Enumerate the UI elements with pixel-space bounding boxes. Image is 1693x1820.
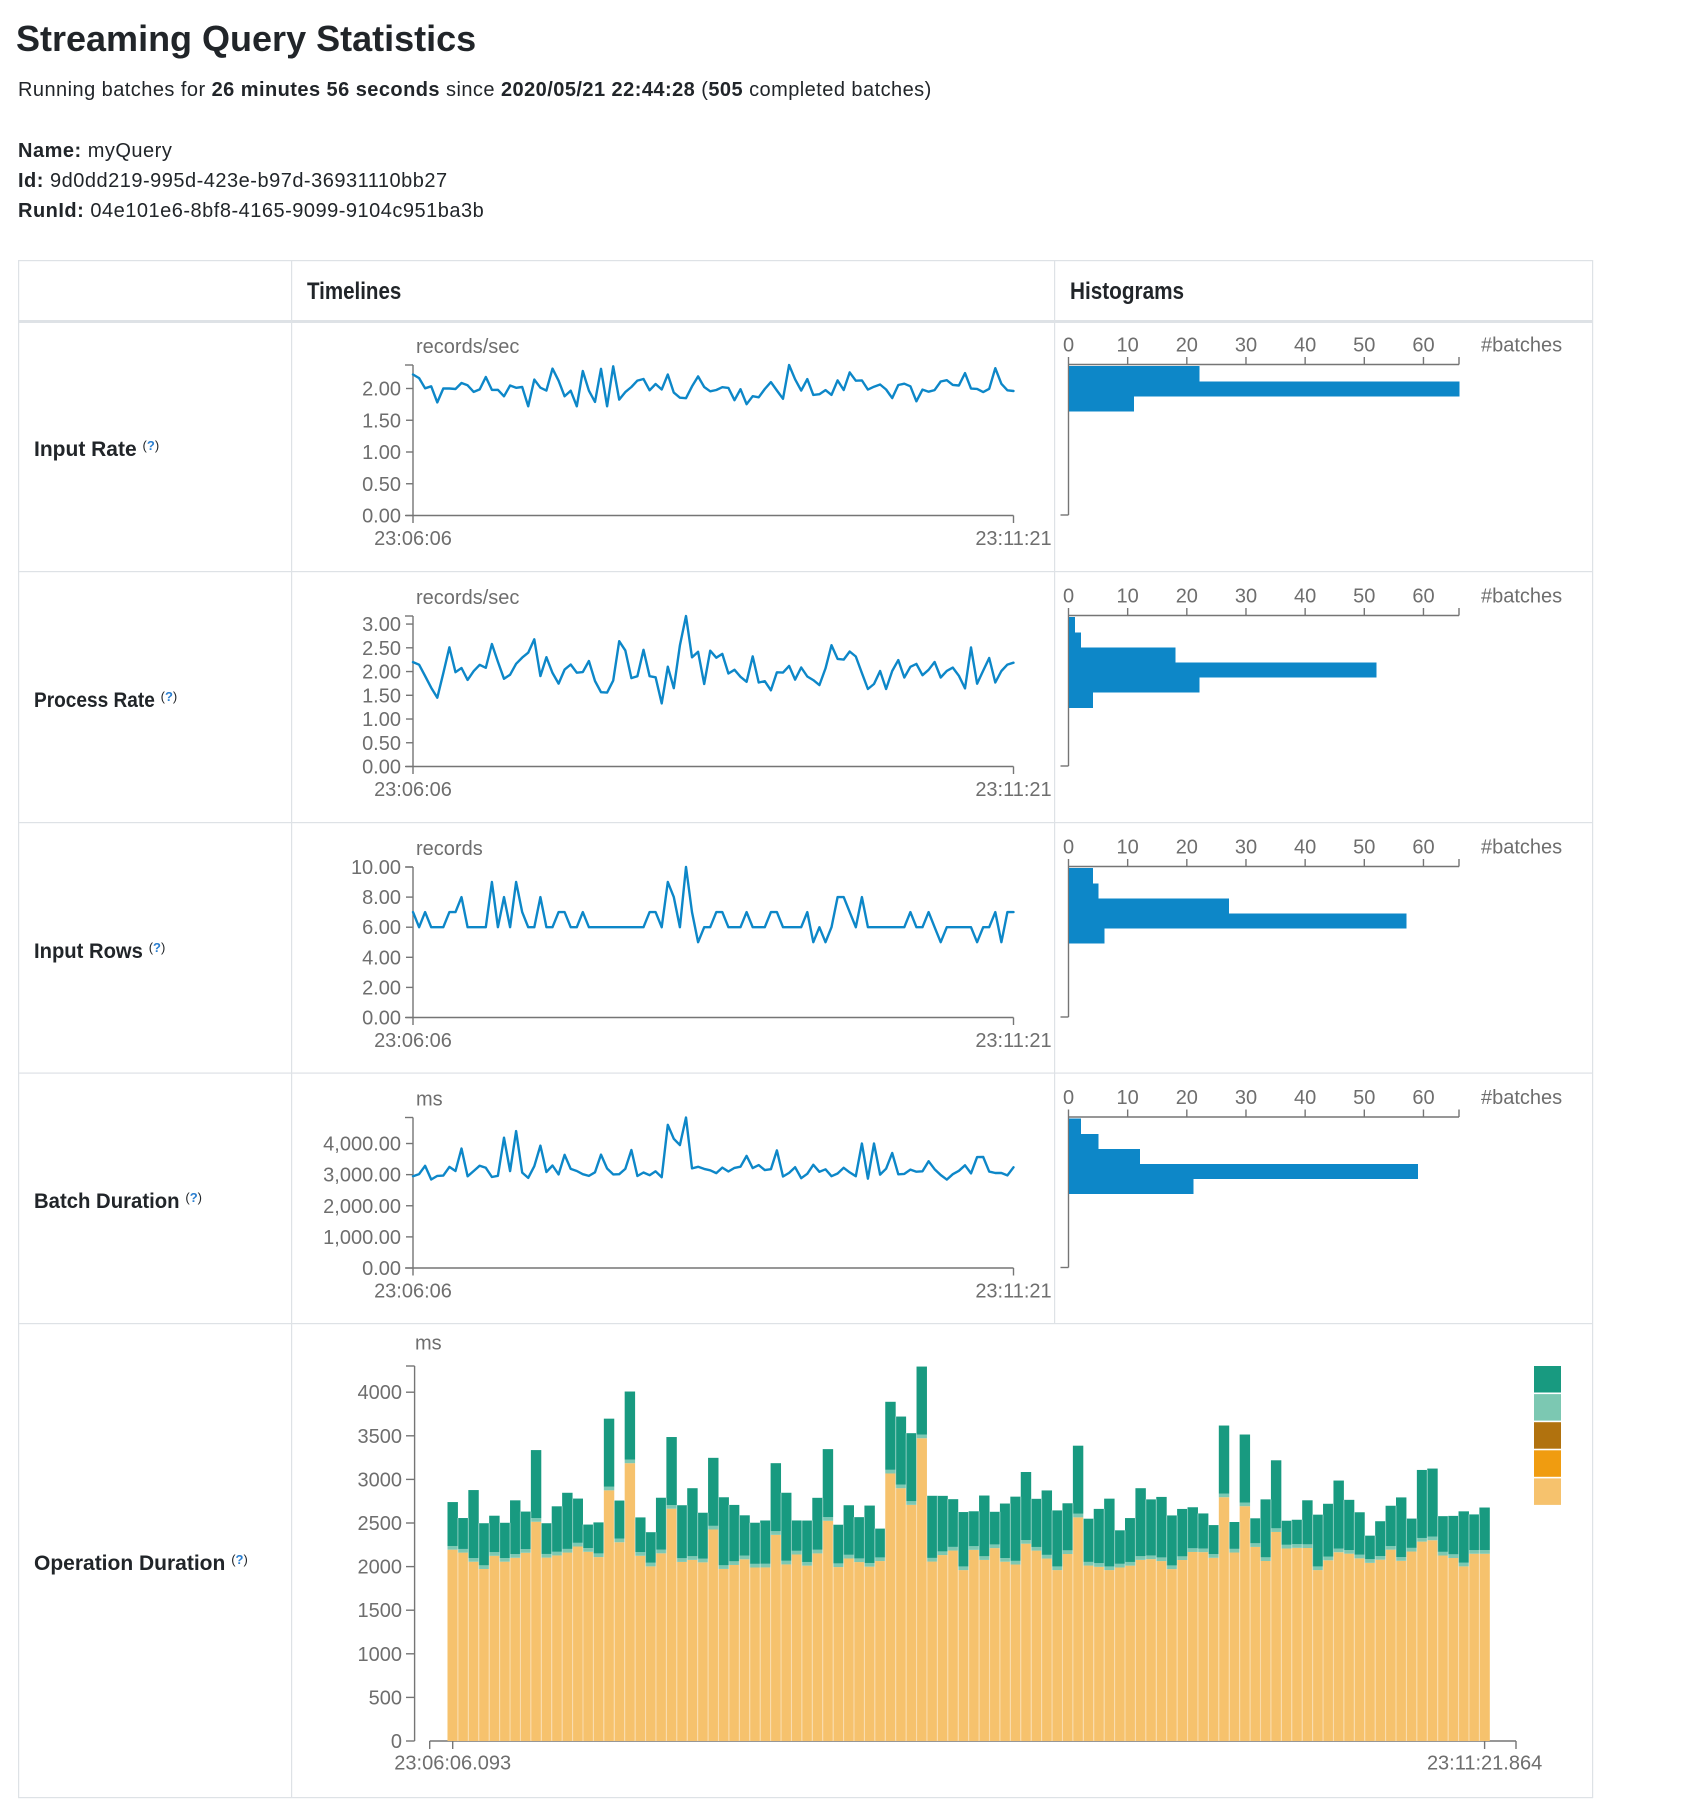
svg-text:3500: 3500	[358, 1426, 403, 1448]
svg-text:4,000.00: 4,000.00	[323, 1134, 401, 1156]
svg-text:30: 30	[1235, 1087, 1257, 1109]
svg-text:#batches: #batches	[1481, 837, 1562, 859]
svg-text:1.50: 1.50	[362, 410, 401, 432]
svg-text:0: 0	[1063, 335, 1074, 357]
svg-text:0: 0	[391, 1731, 402, 1753]
svg-text:0.00: 0.00	[362, 1008, 401, 1030]
svg-text:23:06:06.093: 23:06:06.093	[394, 1753, 511, 1775]
svg-text:2,000.00: 2,000.00	[323, 1196, 401, 1218]
svg-text:40: 40	[1294, 335, 1316, 357]
svg-text:30: 30	[1235, 837, 1257, 859]
svg-text:6.00: 6.00	[362, 917, 401, 939]
svg-text:10: 10	[1117, 586, 1139, 608]
svg-text:1500: 1500	[358, 1600, 403, 1622]
svg-text:50: 50	[1353, 837, 1375, 859]
svg-text:60: 60	[1412, 1087, 1434, 1109]
svg-text:23:06:06: 23:06:06	[374, 779, 452, 801]
svg-text:23:11:21.864: 23:11:21.864	[1427, 1753, 1542, 1775]
svg-text:23:11:21: 23:11:21	[975, 528, 1051, 550]
svg-text:0: 0	[1063, 1087, 1074, 1109]
svg-text:23:11:21: 23:11:21	[975, 779, 1051, 801]
svg-text:2500: 2500	[358, 1513, 403, 1535]
svg-text:8.00: 8.00	[362, 887, 401, 909]
svg-text:40: 40	[1294, 837, 1316, 859]
svg-text:500: 500	[369, 1687, 402, 1709]
svg-text:40: 40	[1294, 586, 1316, 608]
svg-text:10: 10	[1117, 335, 1139, 357]
svg-text:2000: 2000	[358, 1557, 403, 1579]
svg-text:20: 20	[1176, 335, 1198, 357]
svg-text:2.00: 2.00	[362, 662, 401, 684]
svg-text:3.00: 3.00	[362, 614, 401, 636]
svg-text:ms: ms	[415, 1333, 442, 1355]
svg-text:23:06:06: 23:06:06	[374, 1030, 452, 1052]
svg-text:2.50: 2.50	[362, 638, 401, 660]
svg-text:1.50: 1.50	[362, 685, 401, 707]
svg-text:1.00: 1.00	[362, 442, 401, 464]
svg-text:40: 40	[1294, 1087, 1316, 1109]
svg-text:0.50: 0.50	[362, 474, 401, 496]
svg-text:#batches: #batches	[1481, 335, 1562, 357]
svg-text:23:06:06: 23:06:06	[374, 1281, 452, 1303]
svg-text:60: 60	[1412, 586, 1434, 608]
svg-text:3,000.00: 3,000.00	[323, 1165, 401, 1187]
svg-text:records: records	[416, 838, 483, 860]
svg-text:60: 60	[1412, 335, 1434, 357]
svg-text:23:06:06: 23:06:06	[374, 528, 452, 550]
svg-text:3000: 3000	[358, 1469, 403, 1491]
svg-text:20: 20	[1176, 1087, 1198, 1109]
svg-text:#batches: #batches	[1481, 1087, 1562, 1109]
svg-text:10: 10	[1117, 1087, 1139, 1109]
svg-text:23:11:21: 23:11:21	[975, 1281, 1051, 1303]
svg-text:1000: 1000	[358, 1644, 403, 1666]
svg-text:30: 30	[1235, 586, 1257, 608]
svg-text:20: 20	[1176, 837, 1198, 859]
svg-text:0.00: 0.00	[362, 506, 401, 528]
svg-text:10.00: 10.00	[351, 857, 401, 879]
svg-text:0.00: 0.00	[362, 757, 401, 779]
svg-text:30: 30	[1235, 335, 1257, 357]
svg-text:23:11:21: 23:11:21	[975, 1030, 1051, 1052]
svg-text:1,000.00: 1,000.00	[323, 1227, 401, 1249]
svg-text:2.00: 2.00	[362, 379, 401, 401]
svg-text:50: 50	[1353, 335, 1375, 357]
svg-text:0: 0	[1063, 837, 1074, 859]
svg-text:4000: 4000	[358, 1382, 403, 1404]
svg-text:20: 20	[1176, 586, 1198, 608]
svg-text:10: 10	[1117, 837, 1139, 859]
svg-text:ms: ms	[416, 1089, 443, 1111]
svg-text:records/sec: records/sec	[416, 336, 519, 358]
svg-text:60: 60	[1412, 837, 1434, 859]
svg-text:#batches: #batches	[1481, 586, 1562, 608]
svg-text:1.00: 1.00	[362, 709, 401, 731]
svg-text:50: 50	[1353, 586, 1375, 608]
svg-text:records/sec: records/sec	[416, 587, 519, 609]
svg-text:2.00: 2.00	[362, 977, 401, 999]
svg-text:0.00: 0.00	[362, 1258, 401, 1280]
svg-text:50: 50	[1353, 1087, 1375, 1109]
svg-text:0: 0	[1063, 586, 1074, 608]
svg-text:4.00: 4.00	[362, 947, 401, 969]
svg-text:0.50: 0.50	[362, 733, 401, 755]
